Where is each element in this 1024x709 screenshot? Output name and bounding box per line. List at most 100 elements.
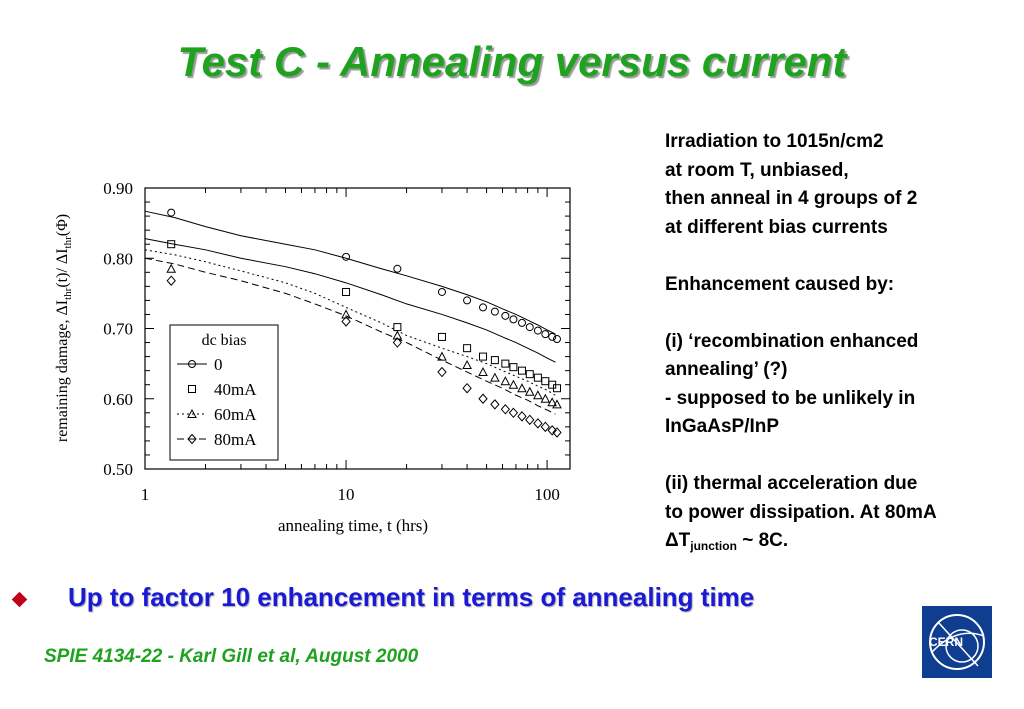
data-point-80mA xyxy=(462,382,472,394)
data-point-80mA xyxy=(478,393,488,405)
data-point-40mA xyxy=(393,323,402,332)
y-tick-label: 0.50 xyxy=(103,460,133,479)
data-point-0 xyxy=(517,318,526,327)
data-point-0 xyxy=(479,303,488,312)
note-line: - supposed to be unlikely in xyxy=(665,387,916,409)
axis-ticks xyxy=(144,187,570,470)
logo-text: CERN xyxy=(929,635,963,649)
y-axis-label: remaining damage, ΔIthr(t)/ ΔIthr(Φ) xyxy=(54,214,74,442)
y-label-sub-1: thr xyxy=(62,287,74,300)
series-line-80mA xyxy=(144,257,556,415)
data-point-80mA xyxy=(437,366,447,378)
data-point-40mA xyxy=(552,384,561,393)
note-line: Enhancement caused by: xyxy=(665,273,895,295)
data-point-0 xyxy=(463,296,472,305)
series-0 xyxy=(144,208,561,344)
junction-subscript: junction xyxy=(690,539,737,553)
note-line: InGaAsP/InP xyxy=(665,416,780,437)
data-point-80mA xyxy=(508,407,519,419)
note-line: annealing’ (?) xyxy=(665,359,788,380)
y-label-part-2: ΔI xyxy=(54,300,71,316)
data-point-80mA xyxy=(392,337,403,348)
note-line: (ii) thermal acceleration due xyxy=(665,473,918,494)
data-point-80mA xyxy=(166,275,176,286)
data-point-80mA xyxy=(552,427,562,438)
data-point-60mA xyxy=(533,390,543,400)
cern-logo: CERN xyxy=(922,606,992,678)
delta-t-value: ~ 8C. xyxy=(736,530,789,551)
data-point-40mA xyxy=(525,370,534,379)
data-point-0 xyxy=(552,335,561,344)
legend: dc bias 0 40mA 60mA 80mA xyxy=(169,324,279,461)
y-tick-labels: 0.50 0.60 0.70 0.80 0.90 xyxy=(103,179,133,479)
y-label-part-3: (t)/ xyxy=(54,264,71,288)
data-point-40mA xyxy=(509,363,518,372)
data-point-60mA xyxy=(478,366,488,377)
data-point-80mA xyxy=(533,418,543,429)
data-point-60mA xyxy=(540,393,551,403)
x-tick-label: 100 xyxy=(534,485,560,504)
note-line: at different bias currents xyxy=(665,216,888,238)
y-label-part-5: (Φ) xyxy=(54,214,71,236)
data-point-60mA xyxy=(524,386,535,396)
data-point-80mA xyxy=(547,425,557,436)
note-gap xyxy=(665,242,1015,271)
legend-marker-80mA xyxy=(187,433,197,445)
data-point-40mA xyxy=(501,359,510,368)
note-gap xyxy=(665,442,1015,471)
diamond-bullet-icon xyxy=(11,591,28,608)
legend-label-80mA: 80mA xyxy=(214,430,257,449)
footer-citation: SPIE 4134-22 - Karl Gill et al, August 2… xyxy=(44,646,419,667)
note-line: (i) ‘recombination enhanced xyxy=(665,330,919,352)
bullet-text: Up to factor 10 enhancement in terms of … xyxy=(68,582,755,612)
data-point-60mA xyxy=(166,263,177,273)
data-point-0 xyxy=(342,252,351,261)
legend-marker-40mA xyxy=(188,385,196,393)
data-point-0 xyxy=(525,323,534,332)
data-point-40mA xyxy=(490,356,499,365)
data-point-60mA xyxy=(341,309,351,319)
y-tick-label: 0.70 xyxy=(103,320,133,339)
data-point-40mA xyxy=(437,332,446,341)
note-line: Irradiation to 1015n/cm2 xyxy=(665,131,884,152)
data-point-80mA xyxy=(525,414,535,426)
series-line-0 xyxy=(144,210,556,335)
note-line: to power dissipation. At 80mA xyxy=(665,501,937,523)
note-line: then anneal in 4 groups of 2 xyxy=(665,188,918,209)
series-60mA xyxy=(144,249,562,409)
series-layer xyxy=(144,208,562,438)
note-gap xyxy=(665,299,1015,328)
legend-marker-60mA xyxy=(187,408,197,418)
data-point-60mA xyxy=(437,351,447,361)
legend-marker-0 xyxy=(188,360,196,368)
y-label-part-1: remaining damage, xyxy=(54,316,71,443)
y-label-part-4: ΔI xyxy=(54,248,71,264)
cern-logo-icon: CERN xyxy=(929,614,985,670)
data-point-0 xyxy=(393,264,402,273)
y-tick-label: 0.80 xyxy=(103,249,133,268)
data-point-60mA xyxy=(517,383,527,393)
data-point-40mA xyxy=(533,373,542,382)
data-point-80mA xyxy=(490,399,500,410)
data-point-60mA xyxy=(552,399,562,409)
data-point-0 xyxy=(501,311,510,320)
data-point-60mA xyxy=(508,379,519,389)
y-label-sub-2: thr xyxy=(62,236,74,249)
data-point-40mA xyxy=(463,344,472,353)
legend-label-60mA: 60mA xyxy=(214,405,257,424)
series-80mA xyxy=(144,257,562,438)
legend-label-40mA: 40mA xyxy=(214,380,257,399)
data-point-80mA xyxy=(517,411,527,422)
data-point-0 xyxy=(437,287,446,296)
slide-title: Test C - Annealing versus current xyxy=(177,38,847,85)
legend-title: dc bias xyxy=(202,332,247,349)
data-point-60mA xyxy=(500,376,511,386)
x-axis-label: annealing time, t (hrs) xyxy=(278,516,428,535)
data-point-60mA xyxy=(547,397,558,407)
legend-label-0: 0 xyxy=(214,355,223,374)
series-line-40mA xyxy=(144,238,556,363)
data-point-0 xyxy=(541,330,550,339)
data-point-0 xyxy=(548,332,557,341)
data-point-40mA xyxy=(167,240,176,249)
series-40mA xyxy=(144,238,561,393)
